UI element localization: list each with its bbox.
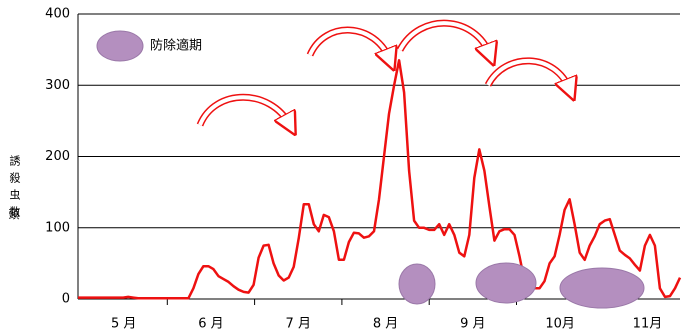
y-tick-label: 0 [62,292,70,307]
period-ellipse [559,267,645,309]
x-tick-label: 6 月 [198,317,223,332]
period-ellipse [398,263,436,305]
arrow-outline [396,19,494,57]
x-tick-label: 5 月 [111,317,136,332]
arrow-outline [306,26,394,62]
y-tick-label: 400 [45,7,70,22]
x-tick-label: 8 月 [373,317,398,332]
y-axis-label: 誘殺虫数 [8,155,21,223]
y-tick-label: 300 [45,78,70,93]
arrow [308,28,390,60]
y-tick-label: 200 [45,149,70,164]
x-tick-label: 7 月 [286,317,311,332]
y-tick-label: 100 [45,220,70,235]
legend-label: 防除適期 [150,38,202,54]
period-ellipse [475,262,537,304]
y-axis-unit: 頭 [9,208,20,221]
arrow [198,95,290,125]
x-tick-label: 10月 [545,317,575,332]
legend-ellipse [96,30,144,62]
arrow [486,58,570,90]
x-tick-label: 11月 [633,317,663,332]
x-tick-label: 9 月 [460,317,485,332]
arrow [398,21,490,55]
arrows [196,19,570,125]
control-periods [96,30,645,309]
data-line [78,59,682,300]
